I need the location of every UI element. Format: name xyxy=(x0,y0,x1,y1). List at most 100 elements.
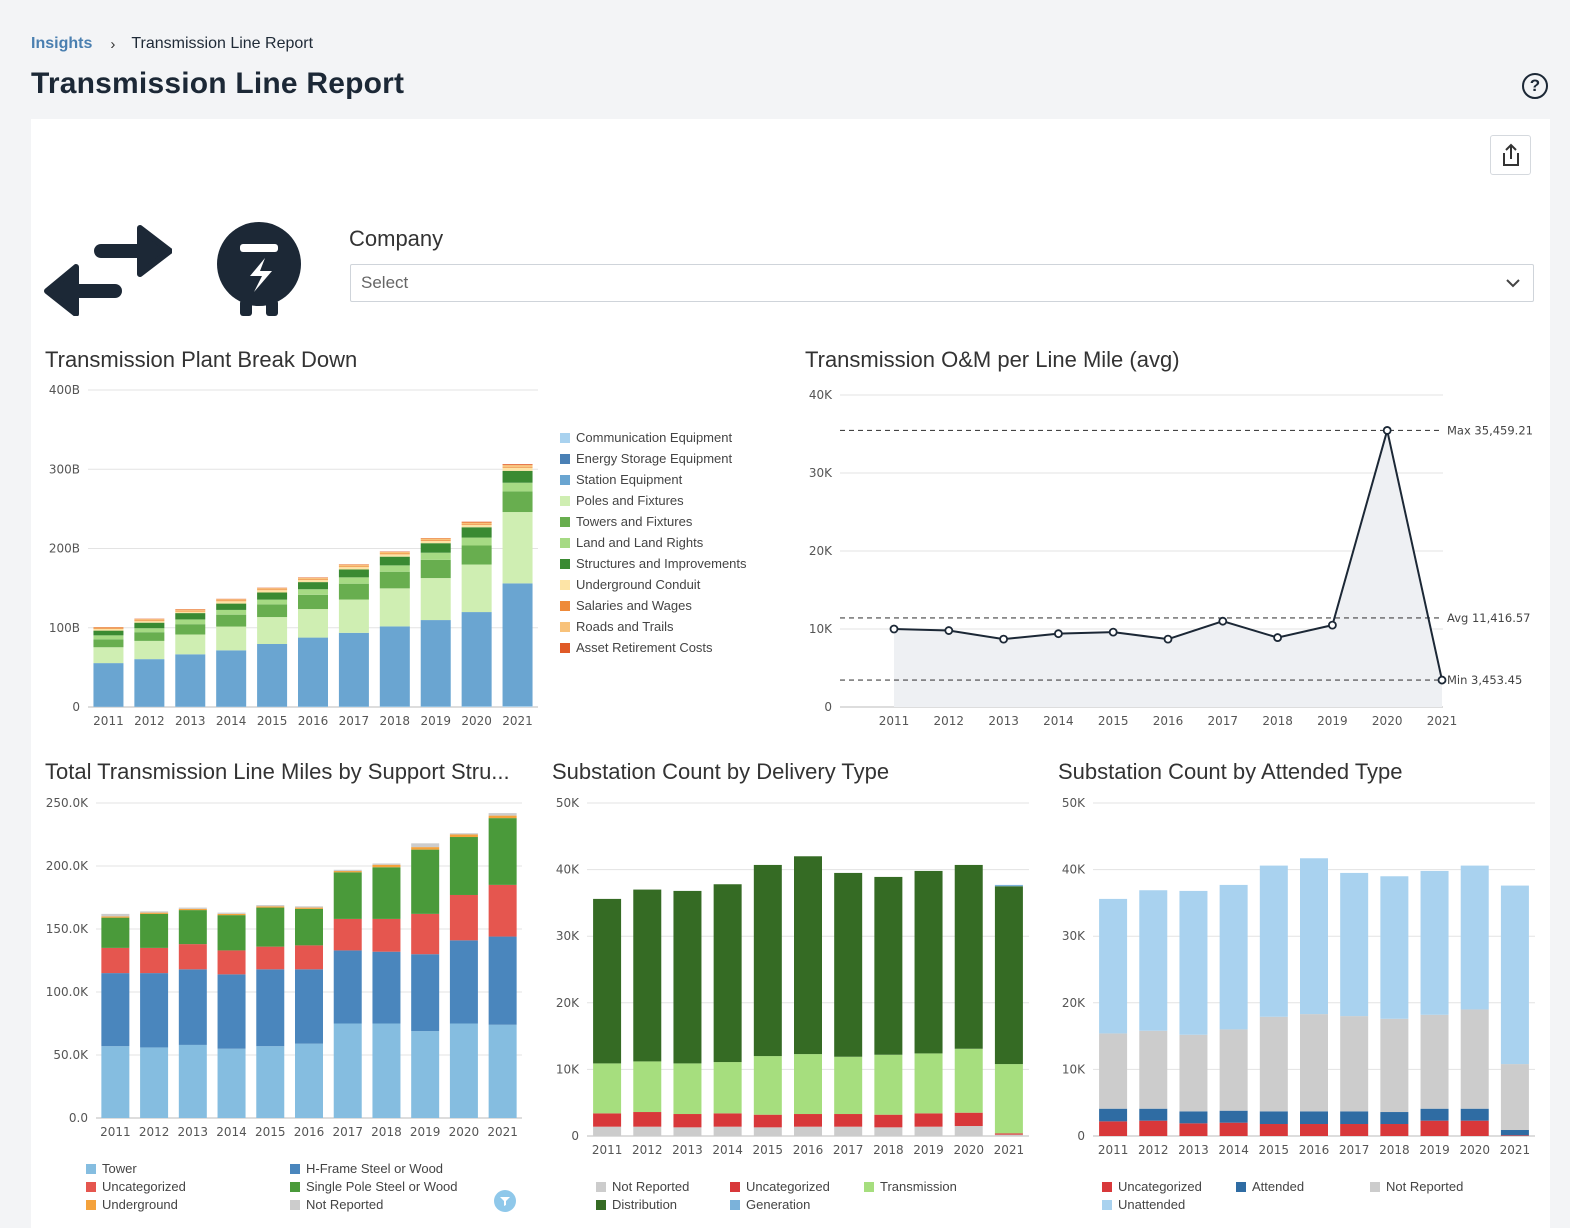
legend-item[interactable]: Energy Storage Equipment xyxy=(560,451,747,466)
bar-segment xyxy=(1300,858,1328,1015)
company-select[interactable]: Select xyxy=(350,264,1534,302)
legend-label: Uncategorized xyxy=(102,1179,186,1194)
bar-segment xyxy=(794,856,822,1055)
y-tick-label: 100.0K xyxy=(46,985,89,999)
bar-segment xyxy=(257,643,288,707)
bar-segment xyxy=(216,609,247,615)
bar-segment xyxy=(379,571,410,589)
bar-segment xyxy=(1500,1130,1529,1136)
bar-segment xyxy=(954,1048,983,1113)
legend-item[interactable]: Land and Land Rights xyxy=(560,535,747,550)
funnel-icon xyxy=(500,1197,510,1206)
bar-segment xyxy=(1179,1034,1208,1112)
power-plug-icon xyxy=(217,222,301,316)
x-tick-label: 2017 xyxy=(339,714,370,728)
help-circle-icon[interactable]: ? xyxy=(1522,73,1548,99)
legend-item[interactable]: Unattended xyxy=(1102,1197,1236,1212)
legend-item[interactable]: Communication Equipment xyxy=(560,430,747,445)
bar-segment xyxy=(1300,1111,1328,1125)
legend-item[interactable]: Attended xyxy=(1236,1179,1370,1194)
data-point xyxy=(1053,629,1063,639)
legend-item[interactable]: Structures and Improvements xyxy=(560,556,747,571)
export-button[interactable] xyxy=(1490,135,1531,175)
bar-segment xyxy=(134,628,165,633)
bar-segment xyxy=(295,908,323,946)
legend-item[interactable]: Single Pole Steel or Wood xyxy=(290,1179,490,1194)
legend-swatch xyxy=(730,1199,740,1210)
bar-segment xyxy=(411,849,440,914)
legend-label: Energy Storage Equipment xyxy=(576,451,733,466)
legend-item[interactable]: Roads and Trails xyxy=(560,619,747,634)
bar-segment xyxy=(420,706,451,707)
bar-segment xyxy=(93,628,124,630)
bar-segment xyxy=(333,1023,362,1118)
chevron-down-icon xyxy=(1506,279,1520,288)
x-tick-label: 2021 xyxy=(502,714,533,728)
bar-segment xyxy=(1380,1112,1409,1125)
bar-segment xyxy=(175,613,206,620)
y-tick-label: 20K xyxy=(556,996,580,1010)
bar-segment xyxy=(914,1113,943,1127)
legend-item[interactable]: Towers and Fixtures xyxy=(560,514,747,529)
breadcrumb-current: Transmission Line Report xyxy=(131,35,314,52)
bar-segment xyxy=(101,973,130,1047)
legend-item[interactable]: Underground xyxy=(86,1197,290,1212)
bar-segment xyxy=(461,527,492,538)
legend-item[interactable]: Not Reported xyxy=(290,1197,490,1212)
legend-item[interactable]: Distribution xyxy=(596,1197,730,1212)
x-tick-label: 2014 xyxy=(216,1125,247,1139)
legend-item[interactable]: Station Equipment xyxy=(560,472,747,487)
bar-segment xyxy=(333,950,362,1024)
bar-segment xyxy=(257,590,288,593)
bar-segment xyxy=(1139,890,1168,1031)
bar-segment xyxy=(1380,1018,1409,1113)
bar-segment xyxy=(593,1063,622,1114)
breadcrumb-insights-link[interactable]: Insights xyxy=(31,35,93,52)
legend-item[interactable]: Tower xyxy=(86,1161,290,1176)
chart-delivery: 0 10K 20K 30K 40K 50K 2011 2012 2013 2014 2015 2016… xyxy=(556,796,1029,1157)
legend-item[interactable]: Underground Conduit xyxy=(560,577,747,592)
legend-item[interactable]: Poles and Fixtures xyxy=(560,493,747,508)
chart-title-attended: Substation Count by Attended Type xyxy=(1058,759,1403,784)
legend-label: Single Pole Steel or Wood xyxy=(306,1179,458,1194)
x-tick-label: 2019 xyxy=(1317,714,1348,728)
bar-segment xyxy=(713,1113,742,1127)
bar-segment xyxy=(372,1023,401,1118)
bar-segment xyxy=(1500,1064,1529,1131)
legend-swatch xyxy=(560,600,570,611)
legend-item[interactable]: Generation xyxy=(730,1197,864,1212)
bar-segment xyxy=(379,553,410,555)
legend-item[interactable]: Uncategorized xyxy=(1102,1179,1236,1194)
bar-segment xyxy=(593,1113,622,1127)
filter-icon[interactable] xyxy=(494,1190,516,1212)
bar-segment xyxy=(1340,872,1369,1017)
bar-segment xyxy=(1460,1108,1489,1121)
legend-item[interactable]: Not Reported xyxy=(1370,1179,1510,1194)
bar-segment xyxy=(140,1047,169,1118)
bar-segment xyxy=(593,898,622,1064)
legend-item[interactable]: Salaries and Wages xyxy=(560,598,747,613)
bar-segment xyxy=(794,1114,822,1127)
bar-segment xyxy=(834,872,863,1057)
reference-line-label: Avg 11,416.57 xyxy=(1447,611,1530,625)
x-tick-label: 2021 xyxy=(1427,714,1458,728)
legend-item[interactable]: Transmission xyxy=(864,1179,994,1194)
bar-segment xyxy=(134,621,165,623)
legend-item[interactable]: Asset Retirement Costs xyxy=(560,640,747,655)
y-tick-label: 50.0K xyxy=(53,1048,89,1062)
bar-segment xyxy=(372,864,401,868)
share-export-icon xyxy=(1502,143,1519,166)
legend-swatch xyxy=(560,432,570,443)
legend-label: Unattended xyxy=(1118,1197,1186,1212)
legend-item[interactable]: Not Reported xyxy=(596,1179,730,1194)
y-tick-label: 100B xyxy=(49,621,80,635)
bar-segment xyxy=(379,626,410,707)
legend-item[interactable]: H-Frame Steel or Wood xyxy=(290,1161,490,1176)
legend-item[interactable]: Uncategorized xyxy=(730,1179,864,1194)
legend-item[interactable]: Uncategorized xyxy=(86,1179,290,1194)
y-tick-label: 10K xyxy=(556,1062,580,1076)
legend-attended: Uncategorized Attended Not Reported Unatten… xyxy=(1102,1179,1522,1212)
x-tick-label: 2016 xyxy=(1299,1143,1330,1157)
bar-segment xyxy=(673,890,702,1064)
legend-swatch xyxy=(560,474,570,485)
